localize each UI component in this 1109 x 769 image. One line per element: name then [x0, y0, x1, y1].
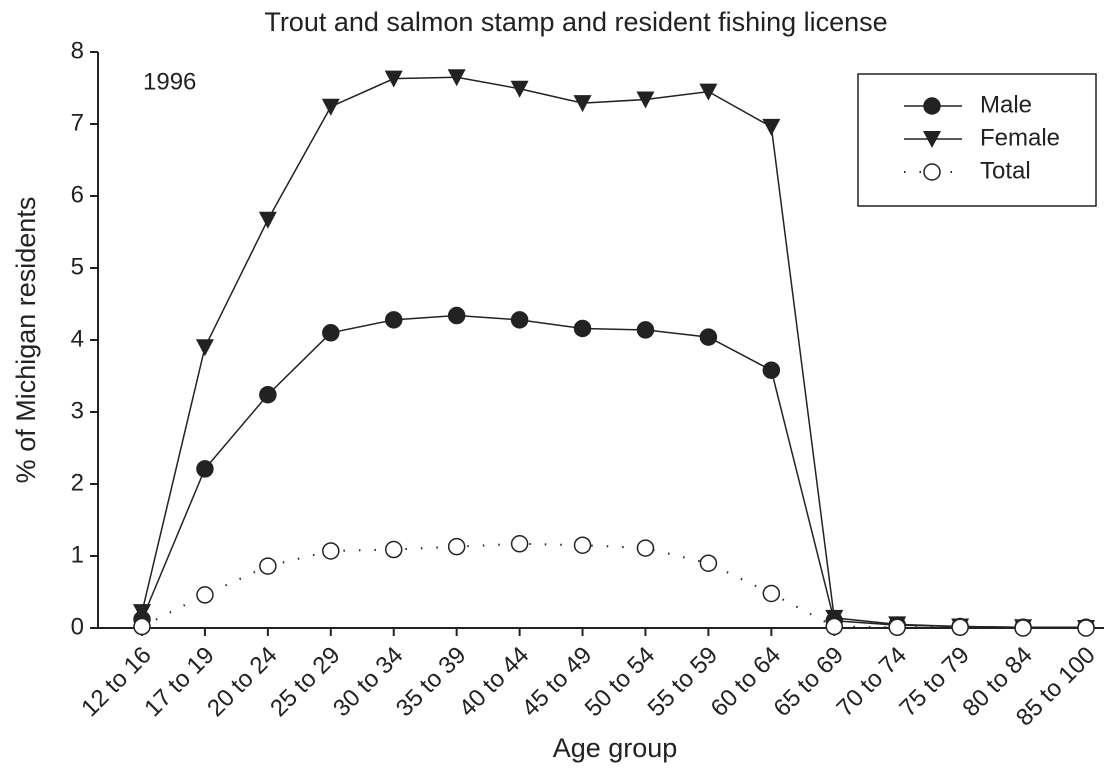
data-point [384, 311, 403, 329]
data-point [636, 321, 655, 339]
data-point [825, 617, 844, 636]
y-tick-label: 4 [71, 325, 84, 352]
legend-marker [923, 163, 941, 181]
data-point [259, 557, 277, 575]
x-tick-label: 55 to 59 [643, 642, 723, 722]
y-tick-label: 7 [71, 109, 84, 136]
data-point [384, 70, 403, 88]
data-point [196, 586, 214, 604]
data-point [762, 118, 781, 136]
data-point [510, 311, 529, 329]
x-tick-label: 20 to 24 [202, 642, 282, 722]
legend-label: Female [980, 124, 1060, 151]
x-tick-label: 60 to 64 [706, 642, 786, 722]
x-tick-label: 25 to 29 [265, 642, 345, 722]
data-point [636, 539, 655, 557]
legend-marker [923, 97, 941, 115]
data-point [447, 69, 466, 87]
x-tick-label: 70 to 74 [831, 642, 911, 722]
chart-title: Trout and salmon stamp and resident fish… [264, 7, 887, 37]
data-point [762, 361, 781, 379]
x-tick-label: 65 to 69 [769, 642, 849, 722]
legend: Male Female Total [857, 73, 1097, 207]
data-point [447, 306, 466, 325]
data-point [888, 618, 906, 637]
series-line [141, 76, 1087, 629]
legend-marker [923, 131, 941, 148]
data-point [321, 98, 340, 116]
data-point [322, 542, 340, 560]
legend-label: Total [980, 157, 1031, 184]
series-line [141, 314, 1086, 629]
data-point [258, 211, 277, 229]
data-point [573, 319, 592, 338]
data-point [762, 584, 781, 603]
data-point [195, 339, 214, 357]
y-axis-label: % of Michigan residents [11, 197, 41, 484]
legend-box [857, 73, 1097, 207]
data-point [133, 604, 151, 622]
data-point [699, 554, 718, 572]
y-tick-label: 5 [71, 253, 84, 280]
y-tick-label: 3 [71, 397, 84, 424]
data-point [510, 535, 529, 553]
y-tick-label: 6 [71, 181, 84, 208]
data-point [951, 618, 969, 637]
data-point [699, 328, 718, 346]
legend-label: Male [980, 91, 1032, 118]
x-axis-label: Age group [553, 733, 678, 763]
x-tick-label: 12 to 16 [76, 642, 156, 722]
x-tick-label: 50 to 54 [580, 642, 660, 722]
y-tick-label: 0 [71, 613, 84, 640]
data-point [636, 91, 655, 109]
data-point [196, 460, 214, 478]
data-point [510, 80, 529, 98]
data-point [573, 95, 592, 113]
data-point [1014, 619, 1032, 637]
x-tick-label: 35 to 39 [391, 642, 471, 722]
data-point [133, 617, 151, 636]
x-tick-label: 75 to 79 [894, 642, 974, 722]
y-tick-label: 8 [71, 37, 84, 64]
y-tick-label: 1 [71, 541, 84, 568]
data-point [447, 537, 466, 556]
y-tick-label: 2 [71, 469, 84, 496]
data-point [1077, 619, 1095, 637]
data-point [322, 324, 340, 342]
x-tick-label: 30 to 34 [328, 642, 408, 722]
annotation: 1996 [143, 68, 196, 95]
x-tick-label: 40 to 44 [454, 642, 534, 722]
x-tick-label: 17 to 19 [139, 642, 219, 722]
series-line [141, 542, 1086, 629]
data-point [573, 536, 592, 554]
data-point [699, 83, 718, 101]
x-tick-label: 45 to 49 [517, 642, 597, 722]
data-point [384, 540, 403, 559]
data-point [259, 385, 277, 404]
